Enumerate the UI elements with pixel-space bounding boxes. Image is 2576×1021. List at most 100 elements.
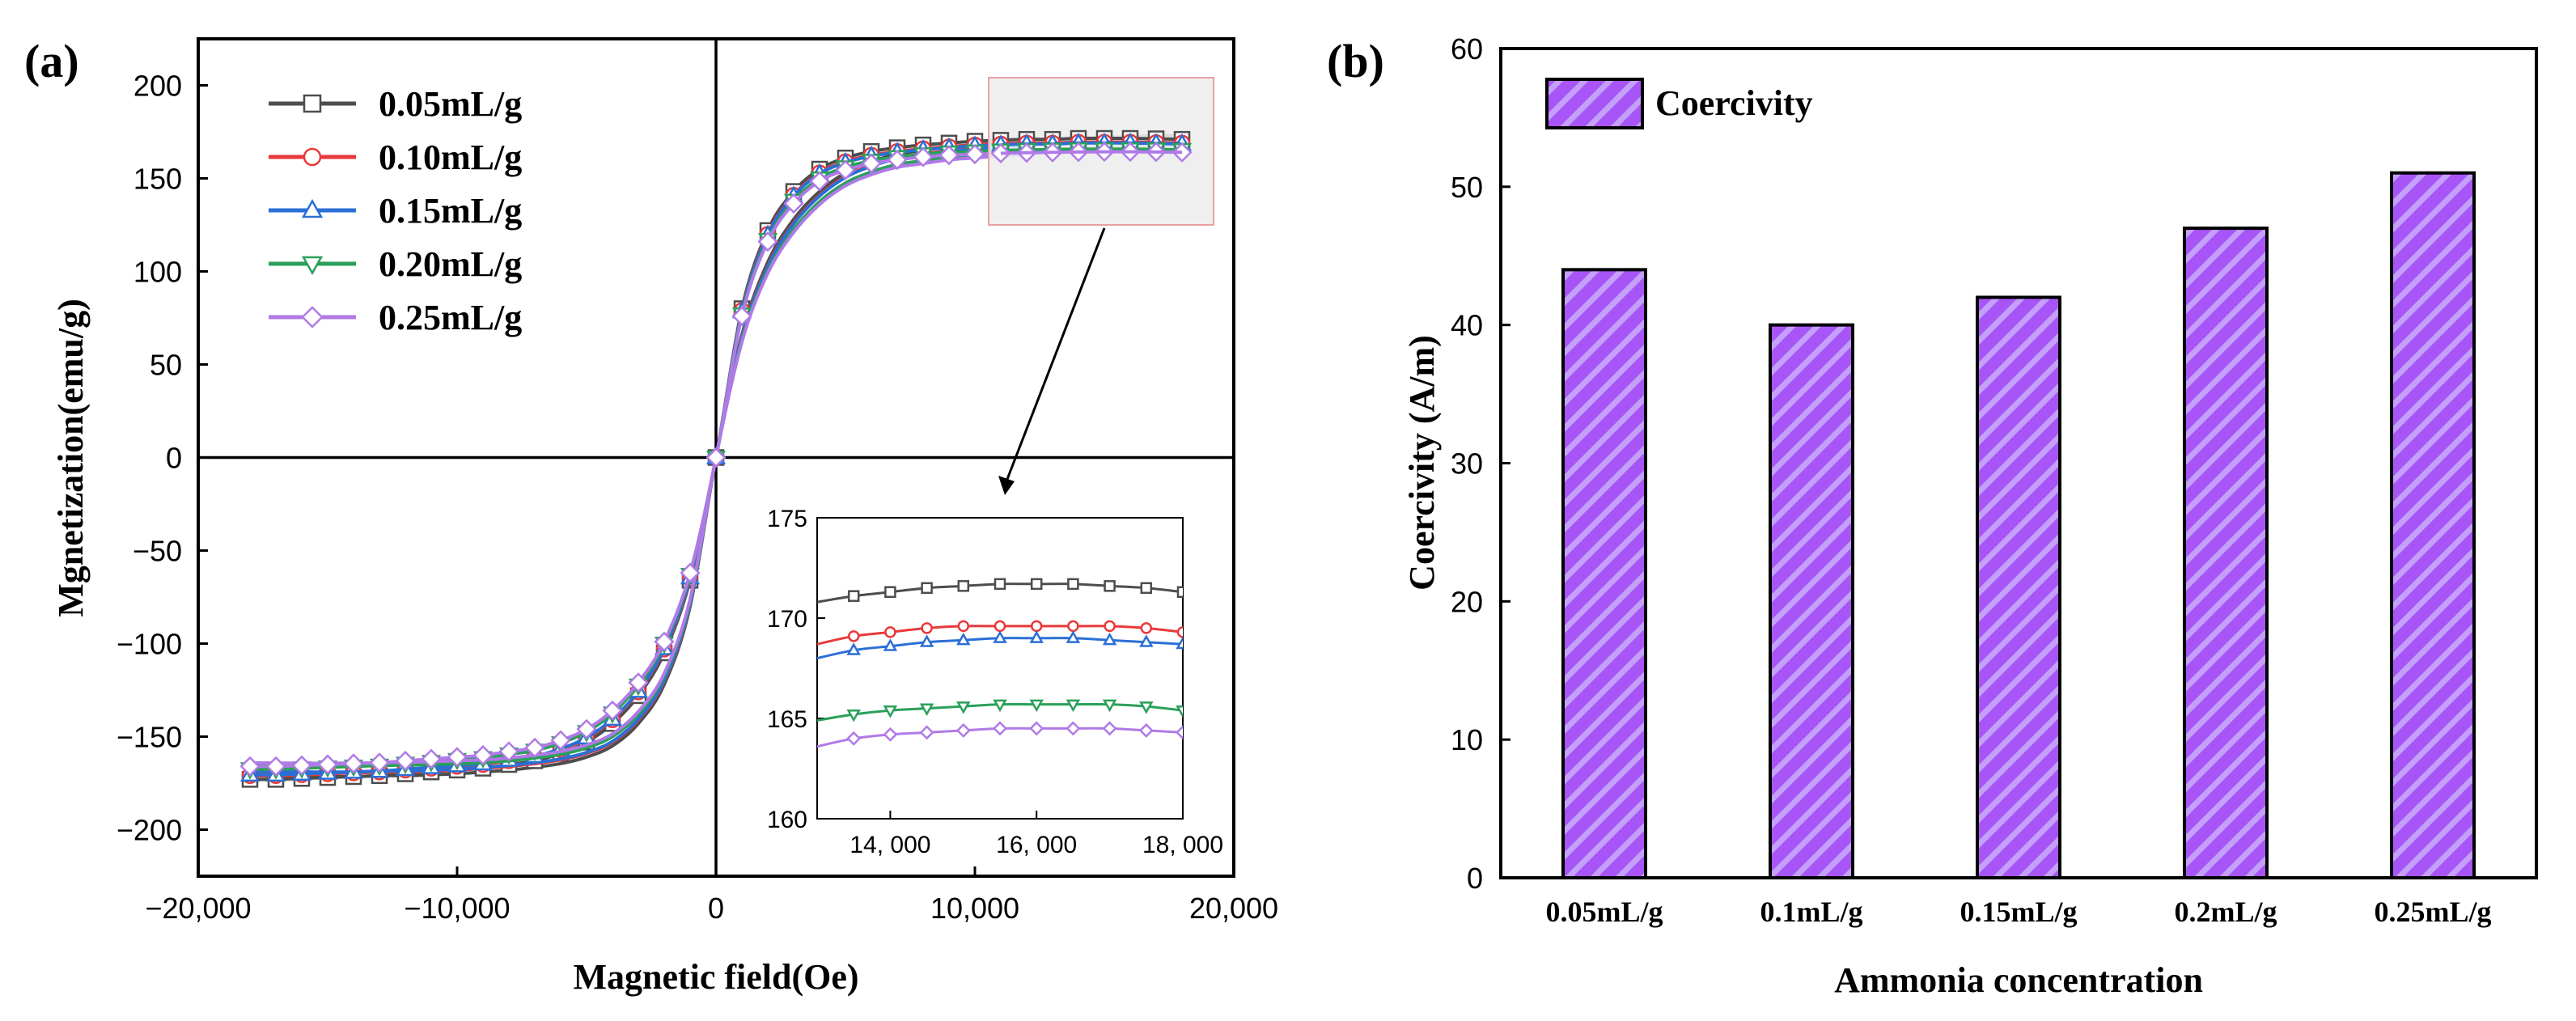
y-tick-label-a: 0: [166, 442, 182, 475]
inset-series-marker-2: [846, 642, 861, 655]
x-axis-label-a: Magnetic field(Oe): [573, 957, 858, 997]
inset-series-marker-4: [883, 727, 898, 742]
series-marker-4: [498, 741, 519, 762]
inset-series-marker-3: [1139, 701, 1154, 714]
inset-series-marker-2: [919, 634, 934, 647]
inset-series-marker-0: [1104, 580, 1116, 592]
y-tick-label-b: 40: [1451, 309, 1483, 342]
inset-y-tick-label: 175: [767, 506, 807, 532]
inset-series-marker-1: [957, 620, 970, 633]
plot-frame-a: [197, 37, 1235, 878]
y-tick-label-b: 10: [1451, 723, 1483, 756]
legend-label-1: 0.10mL/g: [379, 138, 522, 177]
inset-series-marker-0: [994, 578, 1006, 591]
y-tick-label-a: 150: [133, 163, 182, 196]
inset-series-marker-2: [883, 638, 898, 651]
inset-series-marker-3: [919, 703, 934, 717]
inset-series-marker-3: [1102, 699, 1117, 713]
y-tick-label-a: 100: [133, 256, 182, 289]
inset-series-marker-1: [847, 630, 860, 642]
x-tick-label-b: 0.1mL/g: [1760, 896, 1862, 928]
y-axis-label-a: Mgnetization(emu/g): [51, 299, 91, 616]
inset-y-tick-label: 160: [767, 807, 807, 833]
inset-series-marker-4: [1176, 725, 1183, 740]
zoom-arrow-head: [998, 476, 1015, 495]
inset-series-marker-4: [846, 731, 862, 746]
bar-3: [2183, 227, 2269, 880]
legend-marker-3: [301, 256, 324, 276]
series-marker-4: [964, 144, 985, 165]
panel-label-a: (a): [24, 35, 79, 87]
inset-series-marker-3: [846, 709, 861, 722]
inset-chart: 14, 000 16, 000 18, 000 160 165 170 175: [767, 506, 1223, 858]
series-marker-4: [550, 730, 571, 751]
y-axis-label-b: Coercivity (A/m): [1402, 335, 1442, 591]
y-tick-label-b: 30: [1451, 447, 1483, 481]
series-marker-4: [757, 231, 778, 252]
y-tick-label-a: 50: [150, 349, 182, 382]
y-tick-label-b: 60: [1451, 32, 1483, 66]
legend-label-4: 0.25mL/g: [379, 298, 522, 337]
inset-series-marker-0: [1067, 578, 1079, 591]
legend-label-3: 0.20mL/g: [379, 244, 522, 284]
inset-series-marker-1: [1104, 620, 1116, 633]
series-marker-4: [447, 747, 468, 768]
series-marker-4: [835, 159, 856, 180]
inset-series-marker-1: [921, 622, 933, 634]
series-marker-4: [705, 447, 727, 468]
inset-series-marker-4: [955, 722, 971, 738]
zoom-arrow: [1003, 227, 1106, 486]
series-line-top-4: [1000, 150, 1183, 155]
y-tick-label-b: 50: [1451, 171, 1483, 204]
inset-series-marker-2: [1176, 636, 1183, 650]
inset-y-tick-label: 170: [767, 606, 807, 633]
coercivity-bar-chart: 0 10 20 30 40 50 60 0.05mL/g 0.1mL/g 0.15mL/g 0.2m…: [1402, 32, 2538, 1000]
bar-2: [1976, 295, 2061, 879]
inset-series-marker-0: [921, 582, 933, 595]
inset-series-marker-0: [884, 586, 896, 599]
inset-series-marker-2: [993, 630, 1007, 643]
series-marker-4: [421, 748, 442, 769]
inset-series-marker-0: [1176, 586, 1183, 599]
legend-marker-4: [301, 306, 324, 328]
inset-series-marker-3: [993, 699, 1007, 713]
inset-series-marker-3: [883, 705, 898, 718]
inset-series-marker-2: [1102, 632, 1117, 646]
x-tick-label-b: 0.25mL/g: [2374, 896, 2491, 928]
bar-4: [2390, 171, 2476, 879]
plot-frame-b: [1499, 47, 2538, 879]
inset-series-marker-2: [1139, 634, 1154, 647]
bar-1: [1769, 323, 1854, 879]
legend-swatch-coercivity: [1545, 78, 1644, 129]
inset-y-tick-label: 165: [767, 706, 807, 733]
series-marker-4: [938, 145, 960, 166]
series-marker-4: [731, 306, 752, 327]
inset-series-marker-1: [1067, 620, 1079, 633]
x-tick-label-a: 20,000: [1189, 892, 1278, 925]
x-tick-label-b: 0.15mL/g: [1960, 896, 2077, 928]
series-marker-4: [343, 753, 364, 774]
inset-series-marker-4: [1066, 721, 1081, 736]
inset-series-marker-4: [1029, 721, 1044, 736]
legend-marker-0: [303, 94, 322, 113]
inset-x-tick-label: 18, 000: [1142, 832, 1223, 858]
series-marker-4: [654, 631, 675, 652]
series-marker-4: [628, 672, 649, 693]
series-marker-4: [472, 744, 494, 766]
y-tick-label-b: 0: [1467, 862, 1483, 895]
legend-label-coercivity: Coercivity: [1655, 83, 1813, 123]
inset-series-marker-4: [993, 721, 1007, 736]
legend-marker-2: [301, 198, 324, 218]
x-tick-label-b: 0.2mL/g: [2174, 896, 2277, 928]
y-tick-label-a: −200: [117, 814, 182, 847]
inset-series-marker-1: [1176, 626, 1183, 638]
y-tick-label-a: −100: [117, 628, 182, 661]
series-marker-4: [239, 756, 261, 777]
legend-a: 0.05mL/g 0.10mL/g 0.15mL/g 0.20mL/g 0.25mL/g: [269, 84, 522, 337]
series-marker-4: [291, 755, 312, 776]
x-tick-label-a: −10,000: [404, 892, 510, 925]
series-marker-4: [265, 756, 286, 777]
legend-marker-1: [303, 147, 322, 167]
inset-series-marker-1: [1140, 622, 1153, 634]
